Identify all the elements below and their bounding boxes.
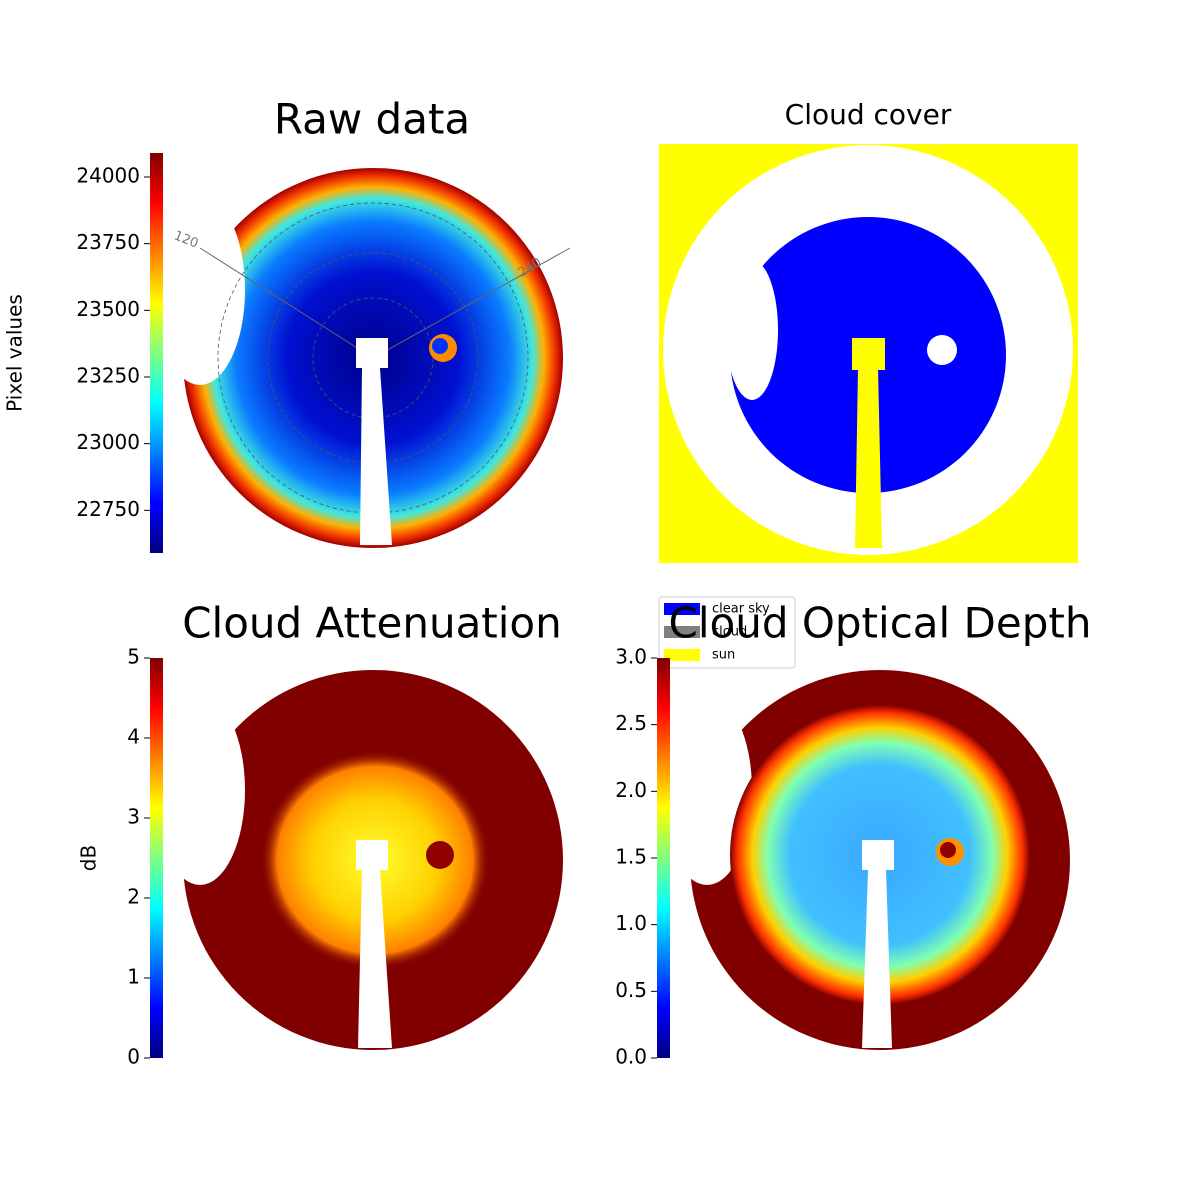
legend-label: cloud bbox=[712, 625, 747, 640]
tick-label: 0.0 bbox=[615, 1045, 647, 1069]
colorbar-label: dB bbox=[77, 845, 101, 871]
legend-swatch bbox=[664, 649, 700, 661]
tick-label: 23000 bbox=[76, 430, 140, 454]
tick-label: 22750 bbox=[76, 497, 140, 521]
panel-title: Cloud Attenuation bbox=[182, 599, 562, 648]
tick-label: 5 bbox=[127, 645, 140, 669]
tick-label: 3 bbox=[127, 805, 140, 829]
tick-label: 2.5 bbox=[615, 711, 647, 735]
optical-depth-image bbox=[662, 670, 1070, 1050]
raw-image bbox=[155, 168, 571, 548]
tick-label: 1 bbox=[127, 965, 140, 989]
tick-label: 1.0 bbox=[615, 911, 647, 935]
tick-label: 23250 bbox=[76, 364, 140, 388]
cloud-cover-image bbox=[659, 144, 1078, 563]
panel-title: Raw data bbox=[274, 95, 470, 144]
panel-title: Cloud cover bbox=[785, 98, 952, 131]
tick-label: 0.5 bbox=[615, 978, 647, 1002]
panel-title: Cloud Optical Depth bbox=[669, 599, 1092, 648]
tick-label: 4 bbox=[127, 725, 140, 749]
colorbar bbox=[150, 153, 163, 553]
attenuation-image bbox=[155, 670, 563, 1050]
colorbar bbox=[657, 658, 670, 1058]
tick-label: 23750 bbox=[76, 230, 140, 254]
tick-label: 23500 bbox=[76, 297, 140, 321]
colorbar bbox=[150, 658, 163, 1058]
legend-swatch bbox=[664, 603, 700, 615]
tick-label: 2.0 bbox=[615, 778, 647, 802]
tick-label: 0 bbox=[127, 1045, 140, 1069]
tick-label: 24000 bbox=[76, 164, 140, 188]
legend-swatch bbox=[664, 626, 700, 638]
tick-label: 3.0 bbox=[615, 645, 647, 669]
legend-label: clear sky bbox=[712, 602, 770, 617]
tick-label: 2 bbox=[127, 885, 140, 909]
colorbar-label: Pixel values bbox=[3, 294, 27, 412]
tick-label: 1.5 bbox=[615, 845, 647, 869]
legend-label: sun bbox=[712, 648, 735, 663]
